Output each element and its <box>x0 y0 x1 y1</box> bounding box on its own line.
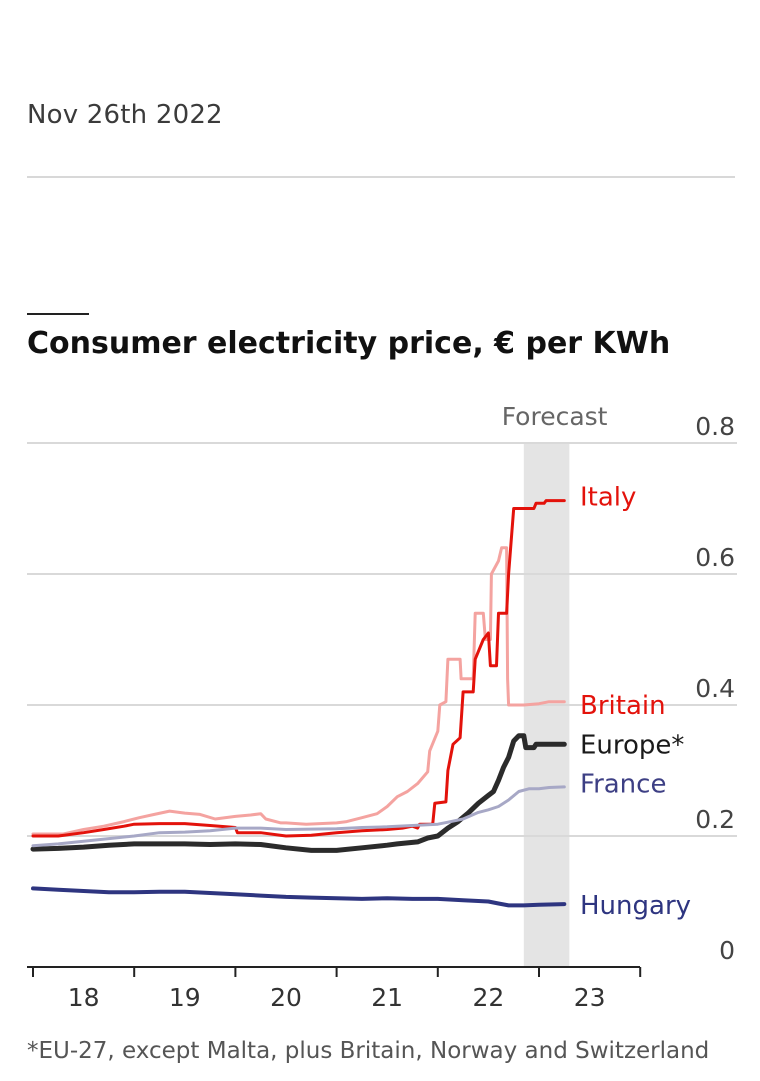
series-line-europe <box>30 733 567 853</box>
line-chart: Forecast 0 0.2 0.4 0.6 0.8 18 19 20 21 22 23 Ital… <box>27 402 737 1012</box>
headline-remnant <box>370 0 392 4</box>
series-line-britain <box>31 546 566 836</box>
y-tick-label: 0.2 <box>695 805 735 834</box>
series-label-hungary: Hungary <box>580 891 691 921</box>
series-label-europe: Europe* <box>580 730 684 760</box>
y-tick-label: 0.6 <box>695 543 735 572</box>
series-label-france: France <box>580 770 666 800</box>
y-tick-label: 0.8 <box>695 412 735 441</box>
x-tick-label: 20 <box>270 983 302 1012</box>
series-lines <box>30 499 567 908</box>
publication-date: Nov 26th 2022 <box>27 100 223 130</box>
gridlines: 0 0.2 0.4 0.6 0.8 <box>27 412 737 965</box>
x-tick-label: 18 <box>68 983 100 1012</box>
x-tick-label: 21 <box>371 983 403 1012</box>
forecast-label: Forecast <box>502 402 608 431</box>
y-tick-label: 0.4 <box>695 674 735 703</box>
series-line-italy <box>31 499 566 838</box>
series-label-britain: Britain <box>580 691 666 721</box>
y-tick-label: 0 <box>719 936 735 965</box>
series-line-france <box>31 785 566 848</box>
chart-title-rule <box>27 313 89 315</box>
series-line-hungary <box>31 886 567 908</box>
x-tick-label: 23 <box>574 983 606 1012</box>
footnote: *EU-27, except Malta, plus Britain, Norw… <box>27 1038 710 1064</box>
x-tick-label: 22 <box>472 983 504 1012</box>
x-tick-label: 19 <box>169 983 201 1012</box>
divider <box>27 176 735 178</box>
series-label-italy: Italy <box>580 483 636 513</box>
series-labels: Italy Britain Europe* France Hungary <box>580 483 691 921</box>
chart-title: Consumer electricity price, € per KWh <box>27 326 671 361</box>
x-axis: 18 19 20 21 22 23 <box>27 966 642 1012</box>
